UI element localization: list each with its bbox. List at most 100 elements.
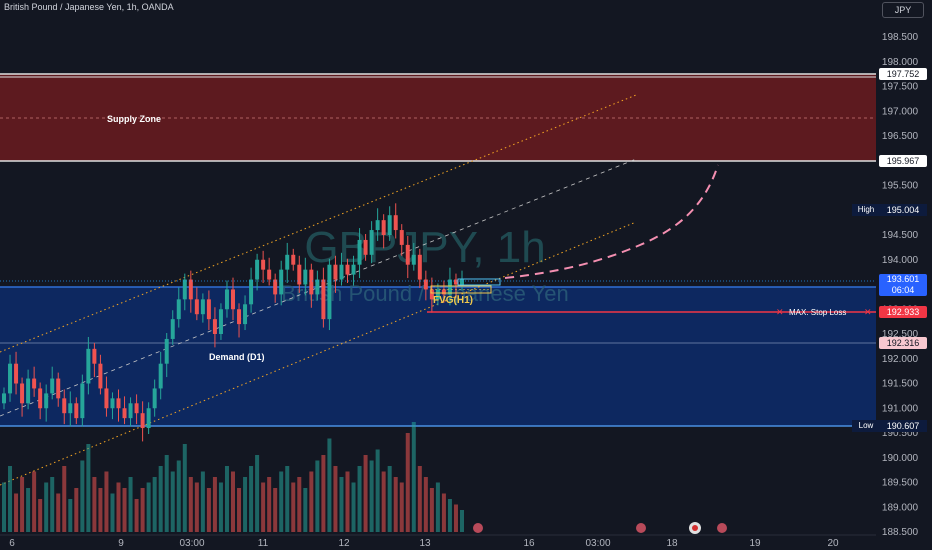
candle-body[interactable] <box>315 279 320 295</box>
candle-body[interactable] <box>206 299 211 320</box>
candle-body[interactable] <box>291 254 296 265</box>
economic-event-icon[interactable] <box>473 523 483 533</box>
candle-body[interactable] <box>176 299 181 320</box>
candle-body[interactable] <box>152 388 157 409</box>
candle-body[interactable] <box>429 289 434 300</box>
candle-body[interactable] <box>182 279 187 300</box>
currency-button[interactable]: JPY <box>882 2 924 18</box>
candle-body[interactable] <box>134 403 139 414</box>
candle-body[interactable] <box>80 383 85 419</box>
candle-body[interactable] <box>345 264 350 275</box>
candle-body[interactable] <box>460 279 464 285</box>
channel-middle-line[interactable] <box>0 158 637 417</box>
symbol-description[interactable]: British Pound / Japanese Yen, 1h, OANDA <box>4 2 174 12</box>
channel-upper-line[interactable] <box>0 94 637 353</box>
candle-body[interactable] <box>435 289 440 300</box>
candle-body[interactable] <box>321 279 326 320</box>
economic-event-icon[interactable] <box>636 523 646 533</box>
candle-body[interactable] <box>303 269 308 285</box>
candle-body[interactable] <box>164 338 169 364</box>
candle-body[interactable] <box>224 289 229 310</box>
candle-body[interactable] <box>297 264 302 285</box>
candle-body[interactable] <box>20 383 25 404</box>
candle-body[interactable] <box>62 398 67 414</box>
candle-body[interactable] <box>333 264 338 280</box>
candles[interactable] <box>2 203 464 442</box>
candle-body[interactable] <box>128 403 133 419</box>
time-axis[interactable]: 6 9 03:00 11 12 13 16 03:00 18 19 20 <box>0 534 876 549</box>
price-tick-label: 194.000 <box>882 255 919 266</box>
candle-body[interactable] <box>200 299 205 315</box>
candle-body[interactable] <box>98 363 103 389</box>
candle-body[interactable] <box>194 299 199 315</box>
candle-body[interactable] <box>399 230 404 245</box>
candle-body[interactable] <box>158 363 163 389</box>
candle-body[interactable] <box>44 393 49 409</box>
projection-path[interactable] <box>504 164 719 279</box>
candle-body[interactable] <box>116 398 121 409</box>
candle-body[interactable] <box>237 309 242 325</box>
candle-body[interactable] <box>255 259 260 280</box>
candle-body[interactable] <box>218 309 223 334</box>
candle-body[interactable] <box>50 378 55 394</box>
candle-body[interactable] <box>351 264 356 275</box>
candle-body[interactable] <box>387 215 392 235</box>
demand-zone[interactable]: Demand (D1) <box>0 286 876 427</box>
time-tick-label: 9 <box>118 538 124 549</box>
candle-body[interactable] <box>104 388 109 409</box>
candle-body[interactable] <box>56 378 61 399</box>
candle-body[interactable] <box>327 264 332 320</box>
candle-body[interactable] <box>363 239 368 255</box>
candle-body[interactable] <box>411 254 416 265</box>
candle-body[interactable] <box>68 403 73 414</box>
candle-body[interactable] <box>369 230 374 255</box>
trend-channel[interactable] <box>0 94 637 486</box>
candle-body[interactable] <box>231 289 235 310</box>
candle-body[interactable] <box>357 239 362 265</box>
volume-bar <box>321 455 326 532</box>
candle-body[interactable] <box>26 378 31 404</box>
demand-zone-box[interactable] <box>0 287 876 426</box>
candle-body[interactable] <box>243 304 248 325</box>
candle-body[interactable] <box>405 244 410 265</box>
stop-loss[interactable]: ✕ MAX. Stop Loss ✕ <box>427 307 876 317</box>
candle-body[interactable] <box>122 408 127 419</box>
candle-body[interactable] <box>188 279 193 300</box>
candle-body[interactable] <box>170 319 175 339</box>
volume-bar <box>8 466 13 532</box>
candle-body[interactable] <box>14 363 19 384</box>
candle-body[interactable] <box>447 279 452 295</box>
economic-event-icon[interactable] <box>717 523 727 533</box>
candle-body[interactable] <box>273 279 278 295</box>
candle-body[interactable] <box>249 279 254 305</box>
candle-body[interactable] <box>140 413 145 429</box>
candle-body[interactable] <box>32 378 37 389</box>
candle-body[interactable] <box>146 408 151 429</box>
candle-body[interactable] <box>267 269 272 280</box>
candle-body[interactable] <box>86 348 91 384</box>
candle-body[interactable] <box>423 279 428 290</box>
candle-body[interactable] <box>453 279 458 285</box>
candle-body[interactable] <box>212 319 217 334</box>
candle-body[interactable] <box>393 215 398 231</box>
candle-body[interactable] <box>441 289 446 295</box>
candle-body[interactable] <box>38 388 43 409</box>
candle-body[interactable] <box>8 363 13 394</box>
candle-body[interactable] <box>375 220 380 231</box>
candle-body[interactable] <box>92 348 97 364</box>
candle-body[interactable] <box>309 269 314 295</box>
candle-body[interactable] <box>381 220 386 235</box>
candle-body[interactable] <box>110 398 115 409</box>
candle-body[interactable] <box>279 269 284 295</box>
candle-body[interactable] <box>261 259 266 270</box>
candle-body[interactable] <box>417 254 422 280</box>
candle-body[interactable] <box>285 254 290 270</box>
candle-body[interactable] <box>339 264 344 280</box>
candle-body[interactable] <box>2 393 6 404</box>
fvg-marker[interactable]: FVG(H1) <box>430 278 501 306</box>
supply-zone[interactable]: Supply Zone <box>0 73 876 162</box>
candle-body[interactable] <box>74 403 79 419</box>
event-markers[interactable] <box>473 522 727 534</box>
